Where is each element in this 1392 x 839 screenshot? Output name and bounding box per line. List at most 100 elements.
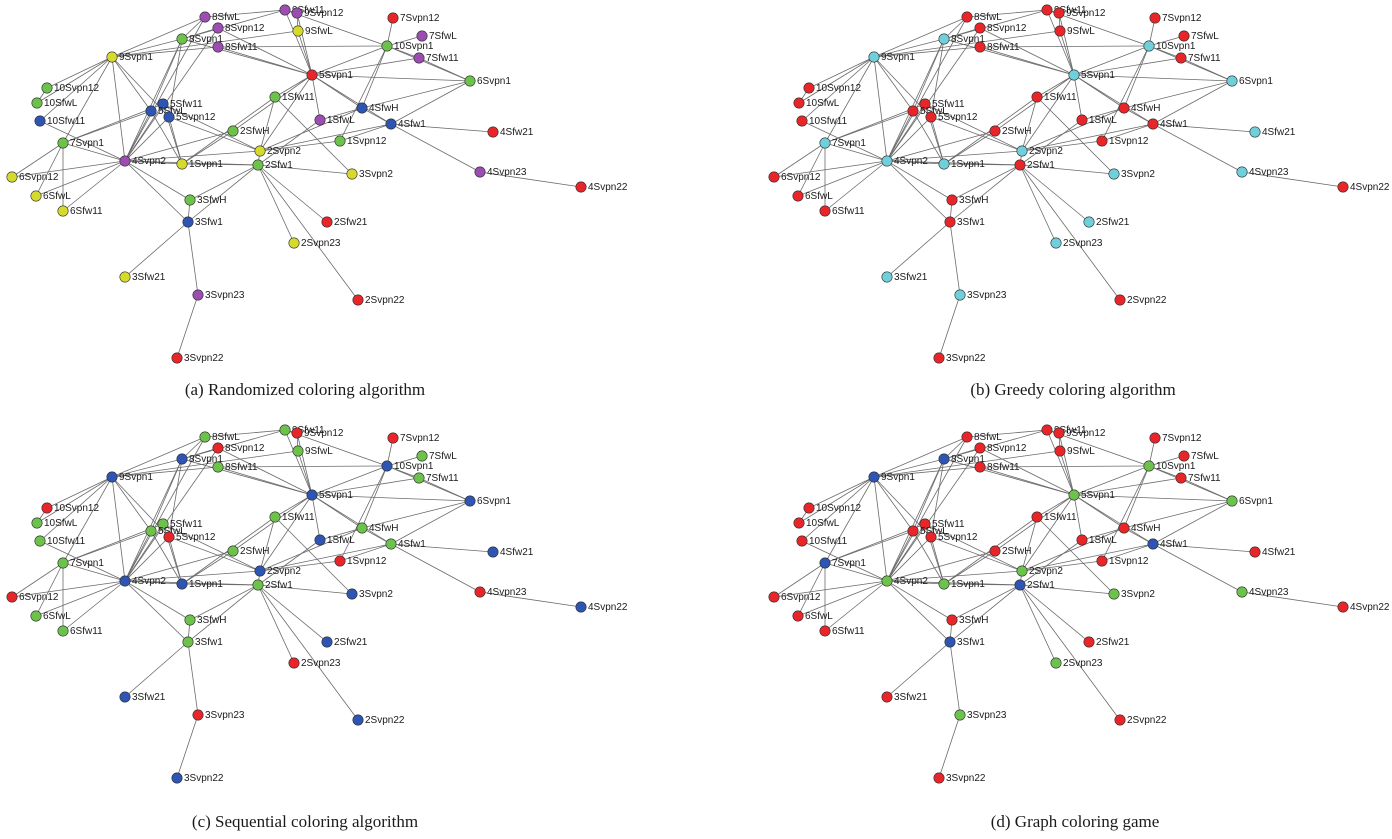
node-3sfw21 bbox=[881, 271, 893, 283]
edge-2sfw1-4svpn2 bbox=[886, 580, 1021, 586]
node-4svpn22 bbox=[1337, 601, 1349, 613]
edge-7svpn1-6sfwl bbox=[797, 562, 826, 617]
node-label-6sfw11: 6Sfw11 bbox=[832, 206, 865, 217]
node-10svpn1 bbox=[1143, 460, 1155, 472]
edge-7svpn1-6svpn12 bbox=[773, 562, 826, 598]
edge-9sfw11-10svpn1 bbox=[1046, 9, 1150, 47]
edge-8sfw11-5svpn1 bbox=[979, 466, 1075, 496]
edge-9svpn1-10sfwl bbox=[36, 476, 113, 524]
edge-4svpn2-8sfwl bbox=[886, 16, 968, 162]
edge-5svpn1-10svpn1 bbox=[311, 45, 388, 76]
node-label-1svpn1: 1Svpn1 bbox=[951, 159, 985, 170]
edge-9sfwl-5svpn1 bbox=[297, 450, 313, 496]
node-8sfwl bbox=[199, 11, 211, 23]
node-9svpn1 bbox=[106, 471, 118, 483]
node-label-8sfwl: 8SfwL bbox=[974, 432, 1002, 443]
node-label-6svpn1: 6Svpn1 bbox=[477, 496, 511, 507]
edge-4svpn2-3sfwh bbox=[886, 580, 953, 621]
node-label-9sfw11: 9Sfw11 bbox=[292, 425, 325, 436]
edge-4svpn2-6svpn12 bbox=[773, 160, 888, 178]
node-5svpn1 bbox=[306, 69, 318, 81]
node-label-1sfw11: 1Sfw11 bbox=[282, 92, 315, 103]
node-7sfw11 bbox=[1175, 52, 1187, 64]
edge-2svpn2-4svpn2 bbox=[886, 150, 1023, 162]
edge-9svpn1-10sfw11 bbox=[39, 476, 113, 542]
edge-4svpn23-4svpn22 bbox=[479, 591, 582, 608]
edge-4svpn2-3sfwh bbox=[124, 580, 191, 621]
node-8svpn1 bbox=[176, 33, 188, 45]
node-label-2sfw1: 2Sfw1 bbox=[1027, 580, 1055, 591]
node-2sfw21 bbox=[321, 636, 333, 648]
edge-2sfw1-3svpn2 bbox=[257, 584, 353, 595]
edge-2sfwh-1svpn1 bbox=[943, 130, 996, 165]
node-label-8svpn12: 8Svpn12 bbox=[987, 23, 1027, 34]
node-6svpn1 bbox=[464, 75, 476, 87]
node-label-1sfw11: 1Sfw11 bbox=[282, 512, 315, 523]
edge-8svpn1-5svpn1 bbox=[943, 458, 1075, 496]
edge-4svpn2-10sfw11 bbox=[39, 540, 126, 582]
edge-4sfw1-4svpn23 bbox=[1152, 123, 1243, 173]
edge-4svpn2-6sfwl bbox=[797, 580, 888, 617]
node-label-3svpn2: 3Svpn2 bbox=[1121, 169, 1155, 180]
node-label-9sfw11: 9Sfw11 bbox=[292, 5, 325, 16]
node-label-6sfwl: 6SfwL bbox=[805, 611, 833, 622]
edge-3sfw1-3svpn23 bbox=[187, 641, 199, 716]
edge-2svpn2-4svpn2 bbox=[886, 570, 1023, 582]
edge-8svpn1-5svpn12 bbox=[168, 458, 183, 538]
edge-2sfw1-2sfw21 bbox=[257, 164, 328, 223]
edge-3sfw1-3sfw21 bbox=[124, 221, 189, 278]
edge-8sfw11-10svpn1 bbox=[979, 45, 1150, 48]
edge-9svpn1-10sfwl bbox=[36, 56, 113, 104]
node-label-2svpn23: 2Svpn23 bbox=[301, 658, 341, 669]
edge-4sfw1-2svpn2 bbox=[1021, 543, 1154, 572]
node-4svpn22 bbox=[1337, 181, 1349, 193]
edge-10svpn1-1svpn12 bbox=[339, 45, 388, 142]
node-label-8sfw11: 8Sfw11 bbox=[225, 462, 258, 473]
node-label-5sfwl: 5SfwL bbox=[920, 526, 948, 537]
node-8sfwl bbox=[961, 11, 973, 23]
edge-6svpn1-4sfw1 bbox=[390, 500, 471, 545]
node-label-5svpn12: 5Svpn12 bbox=[938, 112, 978, 123]
node-3svpn22 bbox=[171, 352, 183, 364]
panel-graph-coloring-game: 5Svpn1 10Svpn1 6Svpn1 9Svpn1 8Svpn1 8SfwL8Svp… bbox=[768, 424, 1390, 784]
node-1svpn1 bbox=[938, 158, 950, 170]
node-2svpn22 bbox=[352, 714, 364, 726]
edge-9svpn1-5sfwl bbox=[111, 476, 152, 532]
node-7svpn12 bbox=[387, 12, 399, 24]
edge-9sfw11-5svpn1 bbox=[284, 9, 313, 76]
node-3sfw21 bbox=[881, 691, 893, 703]
edge-4svpn2-1svpn1 bbox=[124, 580, 183, 585]
node-label-4svpn22: 4Svpn22 bbox=[1350, 182, 1390, 193]
node-label-6sfwl: 6SfwL bbox=[805, 191, 833, 202]
node-label-2sfw1: 2Sfw1 bbox=[265, 160, 293, 171]
edge-2sfw1-3svpn2 bbox=[1019, 164, 1115, 175]
edge-4sfw1-4svpn23 bbox=[1152, 543, 1243, 593]
edge-2sfw1-2svpn23 bbox=[1019, 584, 1057, 664]
edge-2sfw1-4svpn2 bbox=[124, 580, 259, 586]
node-1sfwl bbox=[1076, 534, 1088, 546]
node-label-3svpn23: 3Svpn23 bbox=[205, 710, 245, 721]
node-2sfw1 bbox=[252, 159, 264, 171]
node-3svpn23 bbox=[192, 289, 204, 301]
node-4sfw21 bbox=[1249, 126, 1261, 138]
node-label-7svpn1: 7Svpn1 bbox=[70, 558, 104, 569]
edge-2sfw1-2svpn22 bbox=[1019, 584, 1121, 721]
edge-8sfw11-10svpn1 bbox=[979, 465, 1150, 468]
edge-8svpn1-5svpn1 bbox=[181, 38, 313, 76]
node-6sfw11 bbox=[819, 205, 831, 217]
node-label-4sfw1: 4Sfw1 bbox=[398, 539, 426, 550]
nodes: 5Svpn1 10Svpn1 6Svpn1 9Svpn1 8Svpn1 8SfwL8Svp… bbox=[768, 4, 1390, 364]
edge-5svpn1-10svpn1 bbox=[311, 465, 388, 496]
edge-8sfwl-9sfw11 bbox=[204, 429, 286, 438]
node-4sfw1 bbox=[1147, 118, 1159, 130]
edge-9svpn1-8sfwl bbox=[873, 436, 968, 478]
edge-9svpn1-8sfwl bbox=[111, 436, 206, 478]
edge-5svpn1-1sfw11 bbox=[274, 494, 313, 518]
node-label-3sfw21: 3Sfw21 bbox=[132, 692, 166, 703]
node-label-4sfw1: 4Sfw1 bbox=[1160, 119, 1188, 130]
node-label-3sfwh: 3SfwH bbox=[197, 615, 226, 626]
edge-6svpn1-4sfw1 bbox=[1152, 500, 1233, 545]
node-4sfw1 bbox=[385, 118, 397, 130]
node-label-2svpn2: 2Svpn2 bbox=[267, 146, 301, 157]
node-2svpn2 bbox=[1016, 145, 1028, 157]
